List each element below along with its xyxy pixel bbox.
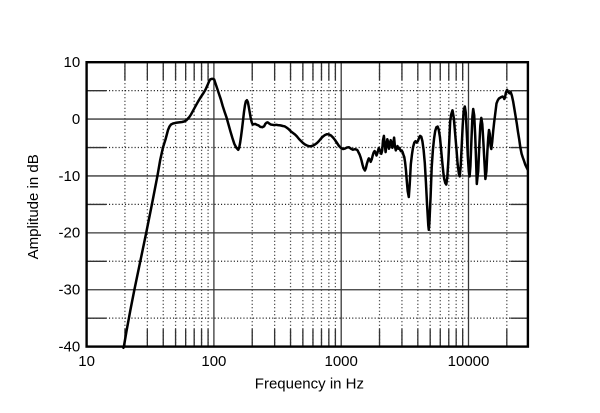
svg-text:10: 10 xyxy=(64,54,81,71)
svg-text:-40: -40 xyxy=(59,338,81,355)
svg-text:-20: -20 xyxy=(59,225,81,242)
svg-text:10000: 10000 xyxy=(448,353,490,370)
svg-text:Amplitude in dB: Amplitude in dB xyxy=(25,154,42,259)
svg-text:-30: -30 xyxy=(59,282,81,299)
svg-text:-10: -10 xyxy=(59,168,81,185)
svg-text:Frequency in Hz: Frequency in Hz xyxy=(255,375,364,392)
svg-text:0: 0 xyxy=(72,111,80,128)
svg-text:1000: 1000 xyxy=(325,353,358,370)
svg-text:10: 10 xyxy=(78,353,95,370)
svg-text:100: 100 xyxy=(201,353,226,370)
